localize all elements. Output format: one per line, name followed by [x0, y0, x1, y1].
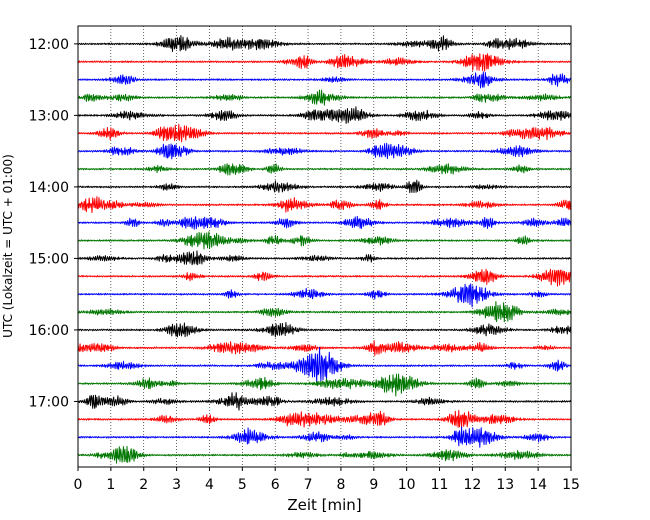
- trace-1700: [77, 392, 572, 411]
- trace-1645: [77, 373, 571, 397]
- y-axis-label: UTC (Lokalzeit = UTC + 01:00): [1, 154, 15, 338]
- x-tick-label-5: 5: [238, 477, 247, 493]
- x-tick-label-7: 7: [304, 477, 313, 493]
- x-tick-label-0: 0: [74, 477, 83, 493]
- trace-1545: [77, 301, 572, 323]
- trace-1315: [77, 123, 571, 143]
- trace-1245: [77, 89, 572, 106]
- x-axis-ticks: 0 1 2 3 4 5 6 7 8 9 10 11 12 13 14 15: [74, 467, 580, 493]
- trace-1530: [77, 283, 572, 308]
- x-tick-label-1: 1: [106, 477, 115, 493]
- trace-1600: [77, 322, 572, 338]
- trace-1415: [77, 196, 572, 214]
- trace-1745: [77, 445, 572, 464]
- trace-1500: [77, 250, 572, 266]
- x-tick-label-3: 3: [172, 477, 181, 493]
- y-tick-label-1300: 13:00: [29, 108, 69, 124]
- x-tick-label-11: 11: [431, 477, 449, 493]
- y-tick-label-1600: 16:00: [29, 323, 69, 339]
- x-tick-label-13: 13: [496, 477, 514, 493]
- trace-1615: [77, 340, 572, 356]
- trace-1200: [77, 35, 572, 52]
- trace-1400: [77, 179, 571, 194]
- trace-1445: [77, 231, 572, 250]
- x-axis-label: Zeit [min]: [287, 496, 361, 514]
- x-tick-label-12: 12: [463, 477, 481, 493]
- y-axis-ticks: 12:00 13:00 14:00 15:00 16:00 17:00: [29, 37, 78, 410]
- trace-1430: [77, 215, 572, 230]
- x-tick-label-2: 2: [139, 477, 148, 493]
- trace-1715: [77, 409, 572, 428]
- trace-1300: [77, 106, 572, 124]
- trace-1630: [77, 347, 572, 383]
- trace-1730: [78, 426, 572, 448]
- trace-1330: [77, 142, 571, 160]
- x-tick-label-10: 10: [398, 477, 416, 493]
- x-tick-label-6: 6: [271, 477, 280, 493]
- x-tick-label-4: 4: [205, 477, 214, 493]
- trace-1345: [77, 163, 572, 176]
- x-tick-label-15: 15: [562, 477, 580, 493]
- y-tick-label-1200: 12:00: [29, 37, 69, 53]
- y-tick-label-1700: 17:00: [29, 394, 69, 410]
- y-tick-label-1500: 15:00: [29, 251, 69, 267]
- y-tick-label-1400: 14:00: [29, 180, 69, 196]
- x-tick-label-14: 14: [529, 477, 547, 493]
- trace-1515: [77, 268, 572, 287]
- x-tick-label-9: 9: [369, 477, 378, 493]
- plot-frame: [77, 25, 572, 468]
- trace-1215: [77, 53, 572, 72]
- x-tick-label-8: 8: [336, 477, 345, 493]
- seismic-traces: [77, 35, 572, 464]
- trace-1230: [77, 71, 572, 89]
